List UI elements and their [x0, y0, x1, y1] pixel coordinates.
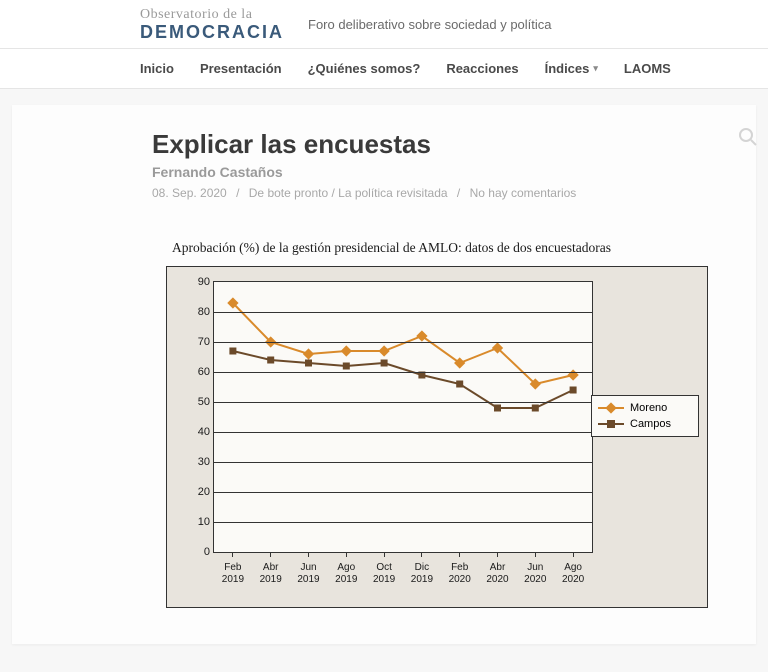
- grid-line: [214, 312, 592, 313]
- main-nav: Inicio Presentación ¿Quiénes somos? Reaccio…: [0, 48, 768, 89]
- series-marker-campos: [532, 404, 539, 411]
- x-tick: [308, 552, 309, 557]
- x-tick: [421, 552, 422, 557]
- series-marker-moreno: [303, 348, 314, 359]
- series-marker-campos: [267, 356, 274, 363]
- chevron-down-icon: ▾: [593, 63, 598, 74]
- legend-swatch: [598, 407, 624, 409]
- post-comments[interactable]: No hay comentarios: [470, 186, 577, 200]
- series-marker-campos: [494, 404, 501, 411]
- nav-item-reacciones[interactable]: Reacciones: [446, 61, 518, 76]
- y-tick-label: 50: [186, 396, 210, 408]
- series-marker-campos: [381, 359, 388, 366]
- logo-bottom-line: DEMOCRACIA: [140, 23, 284, 42]
- x-tick: [346, 552, 347, 557]
- search-icon[interactable]: [738, 127, 758, 152]
- post-date: 08. Sep. 2020: [152, 186, 227, 200]
- legend-label: Campos: [630, 418, 671, 430]
- legend-item-campos: Campos: [598, 416, 692, 432]
- y-tick-label: 10: [186, 516, 210, 528]
- grid-line: [214, 402, 592, 403]
- y-tick-label: 0: [186, 546, 210, 558]
- x-tick-label: Abr2020: [479, 562, 517, 586]
- grid-line: [214, 432, 592, 433]
- legend-item-moreno: Moreno: [598, 400, 692, 416]
- x-tick-label: Feb2019: [214, 562, 252, 586]
- x-tick-label: Jun2020: [516, 562, 554, 586]
- series-line-campos: [233, 351, 573, 408]
- series-marker-campos: [229, 347, 236, 354]
- x-tick-label: Oct2019: [365, 562, 403, 586]
- y-tick-label: 90: [186, 276, 210, 288]
- grid-line: [214, 522, 592, 523]
- y-tick-label: 80: [186, 306, 210, 318]
- x-tick-label: Ago2020: [554, 562, 592, 586]
- post-author[interactable]: Fernando Castaños: [152, 164, 720, 180]
- x-tick: [270, 552, 271, 557]
- x-tick-label: Feb2020: [441, 562, 479, 586]
- post-content: Explicar las encuestas Fernando Castaños…: [12, 105, 756, 644]
- y-tick-label: 30: [186, 456, 210, 468]
- chart-figure: Aprobación (%) de la gestión presidencia…: [166, 240, 706, 608]
- square-icon: [607, 420, 615, 428]
- chart-title: Aprobación (%) de la gestión presidencia…: [172, 240, 706, 256]
- x-tick: [459, 552, 460, 557]
- site-header: Observatorio de la DEMOCRACIA Foro delib…: [0, 0, 768, 89]
- y-tick-label: 70: [186, 336, 210, 348]
- nav-item-inicio[interactable]: Inicio: [140, 61, 174, 76]
- x-tick-label: Jun2019: [290, 562, 328, 586]
- x-tick: [232, 552, 233, 557]
- series-marker-campos: [305, 359, 312, 366]
- x-tick-label: Ago2019: [327, 562, 365, 586]
- site-tagline: Foro deliberativo sobre sociedad y polít…: [308, 17, 552, 32]
- nav-item-laoms[interactable]: LAOMS: [624, 61, 671, 76]
- site-logo[interactable]: Observatorio de la DEMOCRACIA: [140, 8, 284, 42]
- branding: Observatorio de la DEMOCRACIA Foro delib…: [0, 8, 768, 48]
- x-tick: [384, 552, 385, 557]
- y-tick-label: 60: [186, 366, 210, 378]
- y-tick-label: 20: [186, 486, 210, 498]
- x-tick: [535, 552, 536, 557]
- nav-item--ndices[interactable]: Índices▾: [545, 61, 598, 76]
- series-marker-moreno: [341, 345, 352, 356]
- grid-line: [214, 492, 592, 493]
- x-tick-label: Dic2019: [403, 562, 441, 586]
- grid-line: [214, 372, 592, 373]
- y-tick-label: 40: [186, 426, 210, 438]
- chart-plot-area: 0102030405060708090Feb2019Abr2019Jun2019…: [213, 281, 593, 553]
- series-marker-moreno: [378, 345, 389, 356]
- diamond-icon: [605, 402, 616, 413]
- grid-line: [214, 462, 592, 463]
- post-meta: 08. Sep. 2020 / De bote pronto / La polí…: [152, 186, 720, 200]
- grid-line: [214, 342, 592, 343]
- series-marker-campos: [343, 362, 350, 369]
- series-marker-campos: [570, 386, 577, 393]
- nav-item-presentaci-n[interactable]: Presentación: [200, 61, 282, 76]
- legend-swatch: [598, 423, 624, 425]
- logo-top-line: Observatorio de la: [140, 8, 284, 23]
- post-title: Explicar las encuestas: [152, 129, 720, 160]
- x-tick: [497, 552, 498, 557]
- nav-item--qui-nes-somos-[interactable]: ¿Quiénes somos?: [308, 61, 421, 76]
- x-tick: [573, 552, 574, 557]
- post-categories[interactable]: De bote pronto / La política revisitada: [249, 186, 448, 200]
- chart-legend: Moreno Campos: [591, 395, 699, 437]
- legend-label: Moreno: [630, 402, 667, 414]
- chart-svg: [214, 282, 592, 552]
- x-tick-label: Abr2019: [252, 562, 290, 586]
- chart-container: 0 10 20 30 40 50 60 70 80 90 Feb2019Abr2019Jun2019…: [166, 266, 708, 608]
- series-marker-campos: [456, 380, 463, 387]
